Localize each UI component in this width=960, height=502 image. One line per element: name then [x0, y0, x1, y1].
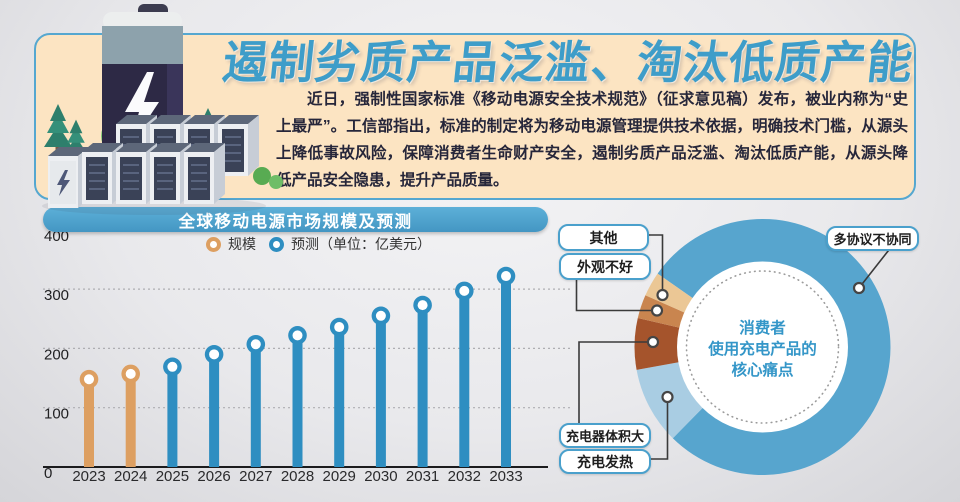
callout-appearance: 外观不好 — [559, 253, 651, 280]
connector-protocol — [858, 245, 893, 289]
bar-chart-title: 全球移动电源市场规模及预测 — [178, 212, 413, 231]
x-axis-label: 2026 — [197, 468, 230, 485]
cabinet-lightning-icon — [57, 170, 70, 196]
bar-2028 — [292, 335, 303, 467]
center-label-line3: 核心痛点 — [731, 362, 794, 379]
callout-dot — [661, 390, 674, 404]
y-tick-label: 100 — [44, 406, 69, 423]
bar-chart: 400 300 200 100 0 2023 2024 2025 2026 2027 2028 202… — [43, 228, 572, 485]
bar-chart-title-banner: 全球移动电源市场规模及预测 — [43, 207, 548, 232]
bar-marker-center-2029 — [334, 322, 345, 333]
x-axis-label: 2032 — [448, 468, 481, 485]
y-tick-label: 200 — [44, 346, 69, 363]
callout-protocol: 多协议不协同 — [826, 226, 919, 251]
connector-heat — [646, 397, 669, 460]
bar-marker-center-2024 — [125, 368, 136, 379]
x-axis-label: 2033 — [489, 468, 522, 485]
callout-dots — [646, 281, 866, 404]
callout-bulky: 充电器体积大 — [559, 423, 651, 448]
legend-label-scale: 规模 — [228, 236, 256, 252]
bar-marker-center-2026 — [209, 349, 220, 360]
callout-dot — [852, 281, 866, 295]
donut-dotted-ring — [685, 270, 840, 424]
bar-2032 — [459, 290, 470, 467]
intro-paragraph: 近日，强制性国家标准《移动电源安全技术规范》（征求意见稿）发布，被业内称为“史上… — [276, 91, 908, 189]
callout-other: 其他 — [558, 224, 649, 251]
x-axis-label: 2030 — [364, 468, 397, 485]
x-axis-label: 2024 — [114, 468, 147, 485]
lightning-bolt-icon — [125, 72, 159, 146]
y-tick-label: 400 — [44, 228, 69, 245]
callout-dot — [650, 304, 664, 317]
callout-dot — [646, 335, 660, 349]
bar-2033 — [501, 276, 511, 467]
bar-marker-center-2032 — [459, 285, 470, 296]
bar-chart-legend: 规模 预测（单位：亿美元） — [206, 236, 431, 252]
connector-other — [645, 234, 664, 295]
bar-2030 — [375, 315, 386, 467]
bar-2027 — [250, 344, 261, 467]
x-axis-label: 2028 — [281, 468, 314, 485]
bar-marker-center-2028 — [292, 330, 303, 341]
connector-bulky — [578, 341, 653, 423]
forecast-legend-ring-icon — [269, 236, 284, 252]
bar-marker-center-2025 — [167, 361, 178, 372]
legend-item-scale: 规模 — [206, 234, 256, 254]
bar-marker-center-2031 — [417, 300, 428, 311]
bar-marker-center-2023 — [84, 374, 94, 385]
bar-2024 — [125, 373, 136, 467]
x-axis-label: 2027 — [239, 468, 272, 485]
callout-heat: 充电发热 — [559, 449, 651, 474]
connector-appearance — [575, 276, 657, 312]
x-axis-label: 2029 — [323, 468, 356, 485]
bar-marker-center-2033 — [501, 271, 511, 282]
callout-dot — [656, 288, 669, 302]
bar-2026 — [209, 354, 220, 467]
x-axis-label: 2023 — [72, 468, 105, 485]
callout-connectors — [575, 234, 893, 460]
bar-2029 — [334, 327, 345, 467]
center-label-line2: 使用充电产品的 — [708, 341, 817, 358]
legend-label-forecast: 预测（单位：亿美元） — [291, 236, 431, 252]
scale-legend-ring-icon — [206, 236, 221, 252]
bar-marker-center-2030 — [375, 310, 386, 321]
bar-2031 — [417, 305, 428, 467]
bar-2023 — [84, 379, 94, 467]
bar-2025 — [167, 366, 178, 467]
y-tick-label: 0 — [44, 465, 52, 482]
center-label-line1: 消费者 — [739, 320, 786, 337]
illustration-battery-cabinets — [42, 4, 283, 215]
y-tick-label: 300 — [44, 287, 69, 304]
donut-center-label: 消费者 使用充电产品的 核心痛点 — [662, 318, 863, 381]
donut-inner-circle — [677, 261, 848, 433]
x-axis-label: 2025 — [156, 468, 189, 485]
cabinets — [47, 114, 260, 209]
bar-marker-center-2027 — [250, 339, 261, 350]
x-axis-label: 2031 — [406, 468, 439, 485]
legend-item-forecast: 预测（单位：亿美元） — [269, 234, 431, 254]
